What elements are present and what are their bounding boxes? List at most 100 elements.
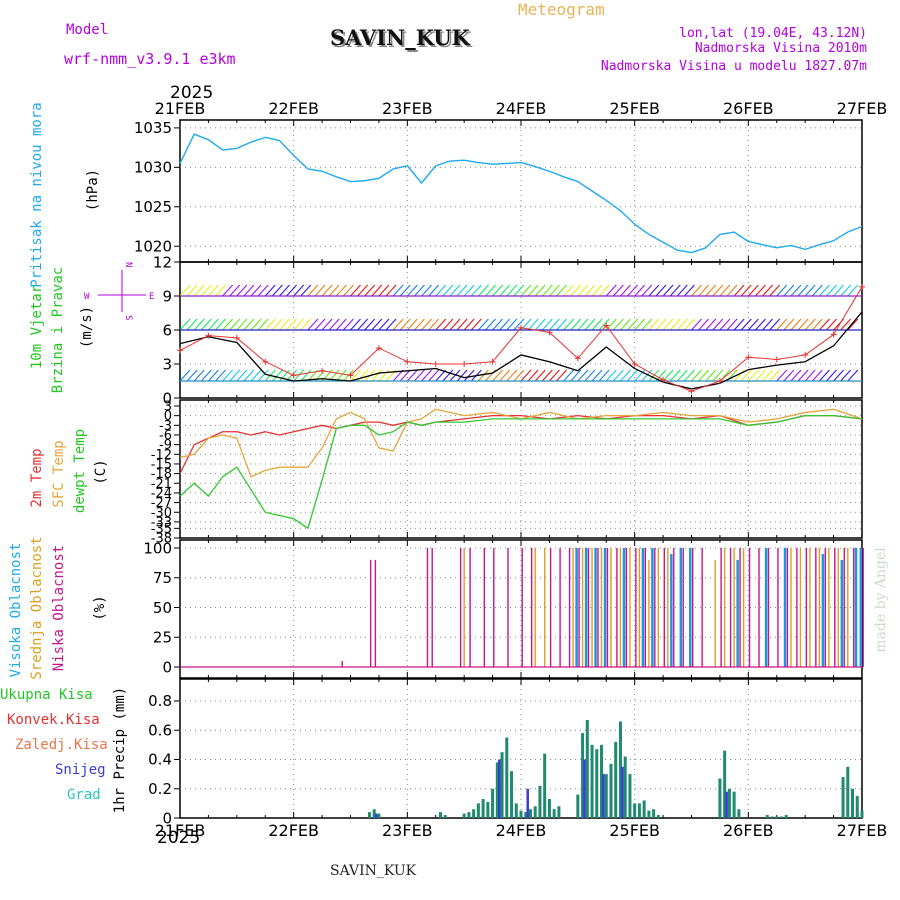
precip-total-bar	[633, 803, 637, 818]
precip-total-bar	[860, 810, 864, 818]
wind-barb	[776, 318, 788, 331]
wind-barb	[300, 284, 312, 297]
wind-barb	[634, 318, 646, 331]
wind-barb	[385, 284, 397, 297]
precip-total-bar	[784, 815, 788, 818]
wind-barb	[705, 284, 717, 297]
wind-barb	[598, 369, 610, 382]
precip-total-bar	[491, 788, 495, 818]
wind-barb	[755, 369, 766, 382]
bottom-day-label: 24FEB	[496, 821, 547, 840]
wind-barb	[840, 318, 852, 331]
wind-barb	[477, 318, 489, 331]
wind-barb	[662, 318, 674, 331]
wind-barb	[705, 318, 717, 331]
temp-sfc-line	[179, 408, 863, 478]
precip-total-bar	[770, 816, 774, 818]
wind-gust-marker	[518, 324, 524, 331]
wind-barb	[456, 369, 468, 382]
wind-barb	[755, 284, 766, 297]
wind-barb	[726, 318, 738, 331]
compass-rose: W E N S	[84, 262, 154, 320]
precip-snow-bar	[725, 791, 728, 818]
precip-total-bar	[647, 810, 651, 818]
wind-barb	[428, 369, 440, 382]
wind-barb	[286, 284, 297, 297]
y-tick-label: 1020	[134, 237, 172, 255]
precip-unit: 1hr Precip (mm)	[112, 687, 128, 813]
precip-snow-bar	[374, 813, 378, 818]
wind-barb	[399, 318, 411, 331]
wind-barb	[335, 284, 347, 297]
wind-barb	[236, 284, 248, 297]
wind-barb	[790, 318, 802, 331]
wind-gust-marker	[489, 358, 496, 365]
wind-barb	[591, 369, 603, 382]
wind-barb	[392, 284, 404, 297]
wind-barb	[598, 284, 610, 297]
wind-barb	[300, 369, 312, 382]
wind-gust-marker	[205, 332, 212, 339]
precip-total-bar	[528, 809, 532, 818]
wind-barb	[371, 318, 383, 331]
wind-barb	[200, 318, 212, 331]
wind-gust-marker	[603, 322, 610, 329]
wind-barb	[620, 284, 631, 297]
precip-legend-conv: Konvek.Kisa	[7, 712, 100, 728]
wind-barb	[463, 318, 475, 331]
wind-barb	[797, 369, 809, 382]
wind-barb	[627, 369, 638, 382]
wind-barb	[641, 318, 653, 331]
wind-barb	[335, 369, 347, 382]
wind-barb	[342, 284, 354, 297]
wind-barb	[577, 318, 589, 331]
wind-unit: (m/s)	[79, 306, 95, 348]
wind-barb	[818, 318, 830, 331]
wind-barb	[705, 369, 717, 382]
wind-barb	[243, 318, 255, 331]
panel-frames	[179, 119, 863, 819]
wind-barb	[406, 369, 418, 382]
wind-barb	[300, 318, 312, 331]
precip-snow-bar	[602, 774, 605, 818]
precip-total-bar	[533, 806, 537, 818]
compass-west: W	[84, 292, 90, 302]
wind-barb	[421, 284, 432, 297]
wind-barb	[584, 369, 596, 382]
wind-barb	[378, 284, 390, 297]
wind-barb	[328, 284, 340, 297]
wind-barb	[747, 318, 759, 331]
cloud-label-high: Visoka Oblacnost	[8, 543, 24, 678]
wind-barb	[208, 284, 219, 297]
wind-barb	[385, 318, 397, 331]
wind-barb	[485, 318, 496, 331]
wind-barb	[257, 284, 269, 297]
wind-barb	[449, 284, 461, 297]
wind-barb	[271, 318, 283, 331]
pressure-unit: (hPa)	[85, 169, 101, 211]
wind-barb	[605, 284, 617, 297]
wind-barb	[762, 284, 773, 297]
wind-barb	[627, 318, 638, 331]
wind-barb	[612, 318, 624, 331]
wind-barb	[826, 318, 837, 331]
wind-barb	[186, 318, 198, 331]
wind-barb	[534, 284, 546, 297]
precip-total-bar	[600, 744, 604, 818]
wind-barb	[527, 284, 539, 297]
precip-total-bar	[576, 794, 580, 818]
wind-barb	[541, 284, 553, 297]
wind-barb	[549, 369, 560, 382]
precip-total-bar	[604, 774, 608, 818]
wind-barb	[222, 369, 234, 382]
wind-barb	[406, 318, 418, 331]
wind-barb	[378, 318, 390, 331]
wind-barb	[193, 284, 205, 297]
wind-barb	[293, 369, 305, 382]
y-tick-label: -21	[151, 477, 172, 492]
wind-title-line2: Brzina i Pravac	[50, 267, 66, 393]
precip-snow-bar	[583, 759, 586, 818]
wind-barb	[541, 369, 553, 382]
wind-barb	[506, 284, 518, 297]
station-title: SAVIN_KUK	[330, 25, 471, 50]
